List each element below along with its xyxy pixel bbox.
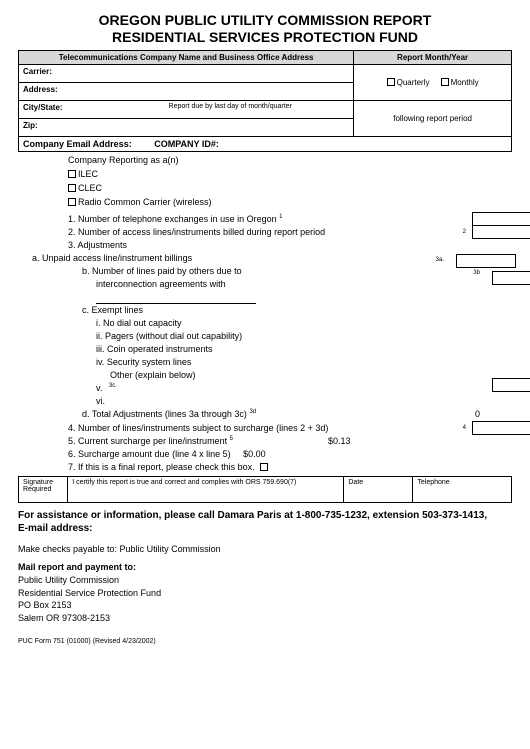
- sup-4: 4: [463, 424, 466, 433]
- q6-text: 6. Surcharge amount due (line 4 x line 5…: [68, 449, 231, 459]
- mail-line2: Residential Service Protection Fund: [18, 587, 512, 600]
- q3b-input[interactable]: [492, 271, 530, 285]
- q4-text: 4. Number of lines/instruments subject t…: [68, 423, 328, 433]
- q2-row: 2. Number of access lines/instruments bi…: [68, 226, 512, 239]
- radio-checkbox[interactable]: [68, 198, 76, 206]
- date-label: Date: [348, 479, 363, 486]
- email-row: Company Email Address: COMPANY ID#:: [19, 136, 512, 151]
- mail-line4: Salem OR 97308-2153: [18, 612, 512, 625]
- mail-line1: Public Utility Commission: [18, 574, 512, 587]
- q1-row: 1. Number of telephone exchanges in use …: [68, 213, 512, 226]
- q6-value: $0.00: [243, 449, 266, 459]
- q5-text: 5. Current surcharge per line/instrument: [68, 436, 227, 446]
- q3d-text: d. Total Adjustments (lines 3a through 3…: [82, 409, 247, 419]
- mail-line3: PO Box 2153: [18, 599, 512, 612]
- due-note-cell: Report due by last day of month/quarter: [107, 100, 354, 118]
- company-id-label: COMPANY ID#:: [154, 139, 219, 149]
- period-cell: Quarterly Monthly: [354, 64, 512, 100]
- q3-text: 3. Adjustments: [68, 239, 512, 252]
- signature-table: Signature Required I certify this report…: [18, 476, 512, 503]
- form-title: OREGON PUBLIC UTILITY COMMISSION REPORT …: [18, 12, 512, 46]
- citystate-field[interactable]: City/State:: [19, 100, 108, 118]
- sup-1: 1: [279, 214, 282, 220]
- email-label: Company Email Address:: [23, 139, 132, 149]
- q2-input[interactable]: [472, 225, 530, 239]
- due-note: Report due by last day of month/quarter: [111, 103, 349, 110]
- address-field[interactable]: Address:: [19, 82, 354, 100]
- title-line-1: OREGON PUBLIC UTILITY COMMISSION REPORT: [99, 12, 432, 28]
- q5-value: $0.13: [328, 435, 351, 448]
- sup-3b: 3b: [473, 269, 480, 278]
- title-line-2: RESIDENTIAL SERVICES PROTECTION FUND: [112, 29, 418, 45]
- sig-req-cell: Signature Required: [19, 476, 68, 502]
- header-table: Telecommunications Company Name and Busi…: [18, 50, 512, 152]
- telephone-label: Telephone: [417, 479, 449, 486]
- q3a-text: a. Unpaid access line/instrument billing…: [32, 253, 192, 263]
- q3b-text: b. Number of lines paid by others due to: [82, 265, 512, 278]
- ilec-checkbox[interactable]: [68, 170, 76, 178]
- form-body: Company Reporting as a(n) ILEC CLEC Radi…: [18, 152, 512, 474]
- hdr-right: Report Month/Year: [354, 50, 512, 64]
- radio-label: Radio Common Carrier (wireless): [78, 197, 212, 207]
- payable-text: Make checks payable to: Public Utility C…: [18, 543, 512, 556]
- sup-5: 5: [230, 436, 233, 442]
- reporting-as-label: Company Reporting as a(n): [68, 154, 512, 167]
- clec-label: CLEC: [78, 183, 102, 193]
- q3c-input[interactable]: [492, 378, 530, 392]
- mail-block: Make checks payable to: Public Utility C…: [18, 543, 512, 625]
- assist-line1: For assistance or information, please ca…: [18, 510, 487, 521]
- ilec-label: ILEC: [78, 169, 98, 179]
- sup-3c: 3c.: [109, 383, 117, 389]
- final-report-checkbox[interactable]: [260, 463, 268, 471]
- q3c-iv-text: iv. Security system lines: [68, 356, 512, 369]
- sup-2: 2: [463, 228, 466, 237]
- sup-3a: 3a.: [436, 256, 444, 265]
- q7-text: 7. If this is a final report, please che…: [68, 462, 255, 472]
- q3c-i-text: i. No dial out capacity: [68, 317, 512, 330]
- q3c-v-text: v.: [96, 383, 102, 393]
- assist-line2: E-mail address:: [18, 523, 92, 534]
- certify-cell[interactable]: I certify this report is true and correc…: [68, 476, 344, 502]
- q3b2-text: interconnection agreements with: [82, 278, 512, 291]
- q3c-vi-text: vi.: [68, 395, 512, 408]
- zip-field[interactable]: Zip:: [19, 118, 354, 136]
- q3b-underline[interactable]: [96, 294, 256, 304]
- monthly-checkbox[interactable]: [441, 78, 449, 86]
- hdr-left: Telecommunications Company Name and Busi…: [19, 50, 354, 64]
- carrier-field[interactable]: Carrier:: [19, 64, 354, 82]
- q2-text: 2. Number of access lines/instruments bi…: [68, 227, 325, 237]
- certify-text: I certify this report is true and correc…: [72, 479, 296, 486]
- q4-input[interactable]: 0: [472, 421, 530, 435]
- quarterly-label: Quarterly: [397, 78, 430, 87]
- form-id: PUC Form 751 (01000) (Revised 4/23/2002): [18, 638, 512, 645]
- q3c-text: c. Exempt lines: [68, 304, 512, 317]
- clec-checkbox[interactable]: [68, 184, 76, 192]
- q1-text: 1. Number of telephone exchanges in use …: [68, 214, 277, 224]
- following-cell: following report period: [354, 100, 512, 136]
- date-cell[interactable]: Date: [344, 476, 413, 502]
- q3c-iii-text: iii. Coin operated instruments: [68, 343, 512, 356]
- form-page: OREGON PUBLIC UTILITY COMMISSION REPORT …: [0, 0, 530, 749]
- assistance-block: For assistance or information, please ca…: [18, 509, 512, 535]
- q3c-ii-text: ii. Pagers (without dial out capability): [68, 330, 512, 343]
- q1-input[interactable]: [472, 212, 530, 226]
- mail-header: Mail report and payment to:: [18, 561, 512, 574]
- monthly-label: Monthly: [451, 78, 479, 87]
- quarterly-checkbox[interactable]: [387, 78, 395, 86]
- q3c-other-text: Other (explain below): [68, 369, 512, 382]
- sup-3d: 3d: [249, 409, 256, 415]
- telephone-cell[interactable]: Telephone: [413, 476, 512, 502]
